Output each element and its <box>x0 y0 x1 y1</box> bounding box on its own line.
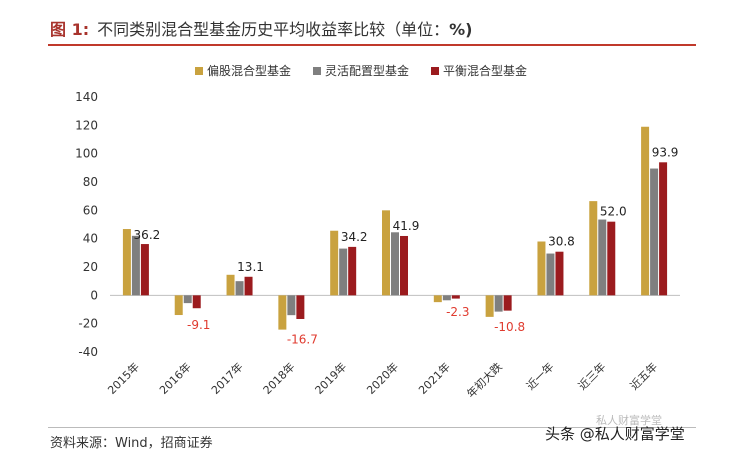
data-label: -9.1 <box>187 318 210 332</box>
x-tick-label: 2021年 <box>415 360 452 397</box>
bar-flexible <box>546 253 555 296</box>
legend-item-equity: 偏股混合型基金 <box>195 62 291 79</box>
chart-title: 图 1: 不同类别混合型基金历史平均收益率比较（单位：%) <box>50 16 472 40</box>
x-tick-label: 近一年 <box>523 360 556 393</box>
bar-equity <box>174 295 183 316</box>
footer-rule <box>48 427 696 428</box>
bar-flexible <box>442 295 451 301</box>
x-tick-label: 2018年 <box>260 360 297 397</box>
data-label: 13.1 <box>237 260 264 274</box>
y-tick-label: 80 <box>83 175 98 189</box>
bar-equity <box>330 230 339 296</box>
bar-equity <box>485 295 494 317</box>
x-tick-label: 年初大跌 <box>464 360 505 401</box>
bar-balanced <box>451 295 460 299</box>
data-label: -16.7 <box>287 333 318 347</box>
bar-balanced <box>192 295 201 309</box>
bar-balanced <box>607 221 616 296</box>
bar-flexible <box>650 168 659 296</box>
x-tick-label: 2017年 <box>208 360 245 397</box>
legend-label-flexible: 灵活配置型基金 <box>325 64 410 78</box>
bar-flexible <box>339 248 348 296</box>
bar-equity <box>433 295 442 303</box>
y-tick-label: 40 <box>83 232 98 246</box>
y-tick-label: 140 <box>75 90 98 104</box>
bar-flexible <box>235 281 244 296</box>
data-label: 34.2 <box>341 230 368 244</box>
legend-item-balanced: 平衡混合型基金 <box>431 62 527 79</box>
y-tick-label: 60 <box>83 203 98 217</box>
bar-flexible <box>598 219 607 296</box>
x-tick-label: 2015年 <box>105 360 142 397</box>
bar-equity <box>382 210 390 296</box>
y-tick-label: 120 <box>75 118 98 132</box>
legend-swatch-flexible <box>313 66 322 75</box>
y-tick-label: 100 <box>75 147 98 161</box>
data-label: 36.2 <box>134 228 161 242</box>
bar-flexible <box>131 235 140 296</box>
watermark-faint: 私人财富学堂 <box>596 414 662 427</box>
bar-balanced <box>348 246 357 296</box>
bar-balanced <box>244 276 253 296</box>
legend: 偏股混合型基金 灵活配置型基金 平衡混合型基金 <box>195 62 527 79</box>
legend-label-equity: 偏股混合型基金 <box>207 64 292 78</box>
x-tick-label: 2019年 <box>312 360 349 397</box>
x-tick-label: 近五年 <box>627 360 660 393</box>
bar-equity <box>537 241 546 296</box>
watermark: 头条 @私人财富学堂 <box>545 425 685 443</box>
title-rule <box>48 44 696 46</box>
y-tick-label: -20 <box>78 317 98 331</box>
bar-equity <box>278 295 287 330</box>
bar-flexible <box>494 295 503 312</box>
bar-flexible <box>287 295 296 316</box>
x-tick-label: 2020年 <box>364 360 401 397</box>
title-unit: %) <box>449 20 473 39</box>
data-label: 30.8 <box>548 235 575 249</box>
bar-equity <box>641 126 650 296</box>
y-tick-label: 20 <box>83 260 98 274</box>
bar-balanced <box>555 251 564 296</box>
bar-balanced <box>400 235 408 296</box>
y-tick-label: -40 <box>78 345 98 359</box>
y-tick-label: 0 <box>90 288 98 302</box>
legend-item-flexible: 灵活配置型基金 <box>313 62 409 79</box>
bar-balanced <box>296 295 305 319</box>
x-tick-label: 2016年 <box>156 360 193 397</box>
data-label: -2.3 <box>446 305 469 319</box>
bar-balanced <box>503 295 512 311</box>
legend-label-balanced: 平衡混合型基金 <box>443 64 528 78</box>
legend-swatch-equity <box>195 66 203 75</box>
data-label: 52.0 <box>600 205 627 219</box>
data-label: -10.8 <box>494 320 525 334</box>
title-text: 不同类别混合型基金历史平均收益率比较（单位： <box>97 20 450 39</box>
bar-equity <box>589 201 598 296</box>
data-label: 41.9 <box>393 219 420 233</box>
bar-equity <box>226 274 235 296</box>
bar-flexible <box>183 295 192 304</box>
data-label: 93.9 <box>652 145 679 159</box>
source-note: 资料来源：Wind，招商证券 <box>50 436 213 451</box>
bar-balanced <box>659 162 668 296</box>
bar-balanced <box>140 244 149 296</box>
bar-flexible <box>391 232 399 296</box>
bar-equity <box>122 229 131 296</box>
legend-swatch-balanced <box>431 66 440 75</box>
x-tick-label: 近三年 <box>575 360 608 393</box>
figure-label: 图 1: <box>50 20 90 39</box>
